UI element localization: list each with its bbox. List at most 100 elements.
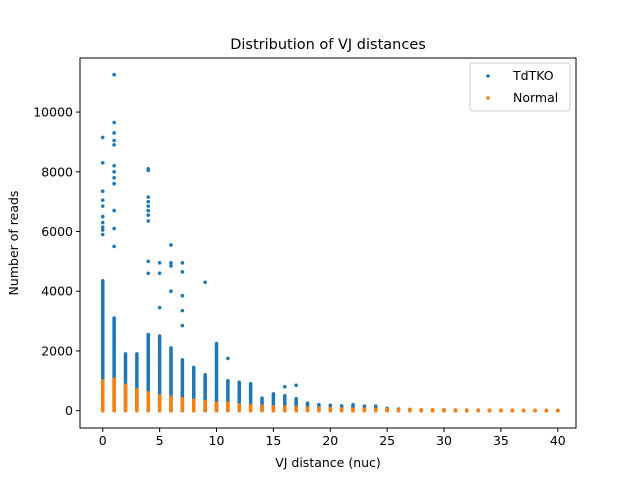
data-point — [294, 383, 298, 388]
data-point — [112, 244, 116, 249]
legend-marker-tdtko — [486, 74, 490, 78]
data-point — [430, 408, 435, 412]
data-point — [317, 402, 321, 407]
data-point — [100, 214, 105, 219]
points-layer — [100, 72, 560, 413]
data-point — [112, 138, 116, 143]
data-point — [305, 401, 310, 406]
data-point — [180, 323, 185, 328]
data-point — [169, 346, 173, 350]
x-tick-label: 15 — [265, 433, 281, 448]
data-point — [214, 401, 219, 406]
data-point — [123, 352, 128, 356]
data-point — [100, 379, 105, 383]
x-tick-label: 30 — [436, 433, 452, 448]
data-point — [339, 404, 344, 408]
data-point — [373, 407, 378, 412]
data-point — [271, 404, 276, 409]
data-point — [112, 316, 116, 320]
data-point — [555, 408, 560, 413]
legend: TdTKO Normal — [469, 62, 571, 112]
data-point — [499, 408, 503, 413]
data-point — [100, 220, 105, 225]
data-point — [328, 406, 333, 411]
data-point — [100, 189, 105, 193]
x-tick-label: 5 — [156, 433, 164, 448]
data-point — [100, 225, 105, 229]
data-point — [169, 289, 173, 294]
data-point — [396, 407, 401, 412]
x-axis: 0 5 10 15 20 25 30 35 40 — [99, 428, 566, 448]
data-point — [339, 407, 344, 411]
x-tick-label: 35 — [493, 433, 509, 448]
data-point — [237, 402, 242, 407]
x-tick-label: 10 — [209, 433, 225, 448]
data-point — [146, 204, 151, 208]
data-point — [169, 243, 173, 247]
data-point — [226, 401, 230, 406]
data-point — [362, 404, 367, 409]
series-normal — [100, 377, 560, 413]
data-point — [112, 377, 116, 382]
data-point — [248, 382, 253, 386]
data-point — [328, 403, 333, 408]
data-point — [100, 161, 105, 165]
data-point — [226, 379, 230, 383]
data-point — [146, 259, 151, 264]
data-point — [146, 219, 151, 223]
data-point — [146, 332, 151, 337]
data-point — [146, 271, 151, 276]
data-point — [180, 261, 185, 265]
data-point — [146, 208, 151, 213]
data-point — [317, 406, 321, 411]
data-point — [112, 175, 116, 180]
x-tick-label: 40 — [550, 433, 566, 448]
data-point — [180, 358, 185, 362]
x-axis-label: VJ distance (nuc) — [275, 455, 381, 470]
data-point — [146, 213, 151, 217]
data-point — [157, 393, 162, 398]
x-tick-label: 0 — [99, 433, 107, 448]
data-point — [157, 334, 162, 338]
data-point — [487, 408, 492, 413]
data-point — [362, 407, 367, 411]
legend-label-normal: Normal — [513, 90, 558, 105]
data-point — [385, 407, 389, 412]
data-point — [476, 408, 480, 412]
data-point — [203, 399, 207, 404]
legend-marker-normal — [486, 96, 490, 100]
y-axis-label: Number of reads — [6, 191, 21, 296]
data-point — [100, 232, 105, 237]
data-point — [100, 198, 105, 202]
chart-title: Distribution of VJ distances — [230, 37, 426, 53]
data-point — [305, 406, 310, 410]
plot-frame — [79, 57, 577, 429]
data-point — [544, 408, 549, 413]
data-point — [203, 280, 207, 285]
x-tick-label: 25 — [379, 433, 395, 448]
data-point — [237, 380, 242, 385]
data-point — [123, 383, 128, 388]
data-point — [169, 395, 173, 400]
x-tick-label: 20 — [322, 433, 338, 448]
data-point — [408, 407, 412, 412]
series-tdtko — [100, 72, 560, 413]
data-point — [157, 271, 162, 276]
y-tick-label: 6000 — [41, 224, 73, 239]
data-point — [180, 293, 185, 298]
data-point — [180, 308, 185, 313]
data-point — [248, 403, 253, 408]
data-point — [271, 392, 276, 396]
data-point — [112, 131, 116, 135]
data-point — [112, 181, 116, 186]
data-point — [112, 120, 116, 125]
data-point — [157, 261, 162, 265]
data-point — [191, 365, 196, 370]
data-point — [453, 408, 458, 412]
data-point — [260, 396, 264, 400]
data-point — [260, 404, 264, 409]
y-tick-label: 4000 — [41, 284, 73, 299]
data-point — [157, 305, 162, 310]
